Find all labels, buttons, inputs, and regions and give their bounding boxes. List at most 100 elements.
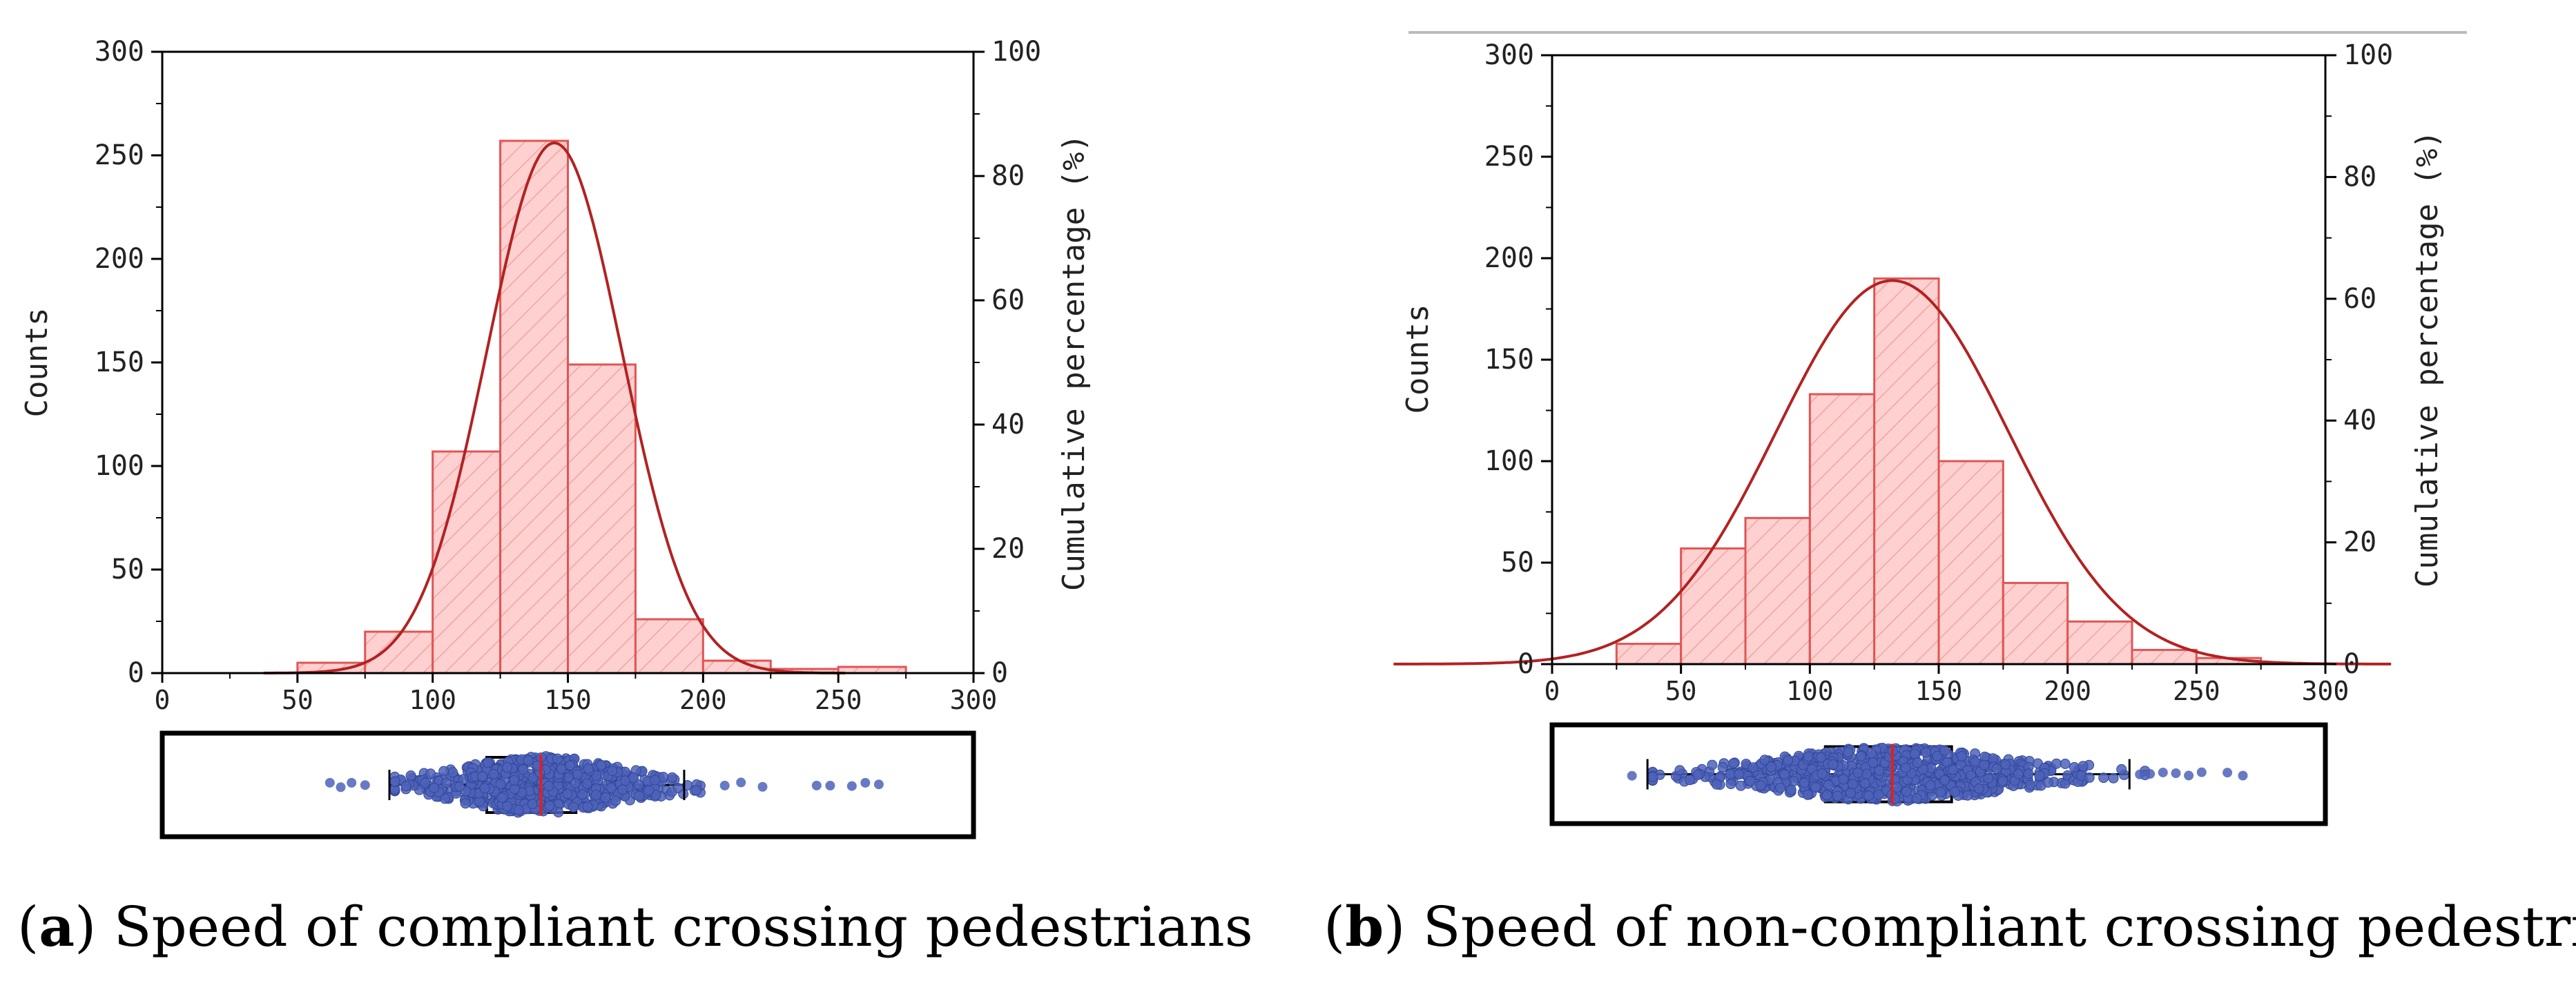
boxplot-data-point — [1974, 784, 1984, 794]
boxplot-data-point — [1910, 749, 1919, 759]
boxplot-data-point — [1926, 781, 1935, 790]
boxplot-data-point — [1729, 759, 1739, 768]
boxplot-data-point — [1693, 770, 1703, 779]
boxplot-data-point — [2099, 773, 2109, 783]
y-tick-label: 300 — [95, 36, 144, 68]
boxplot-data-point — [2078, 761, 2088, 771]
boxplot-data-point — [1936, 787, 1946, 797]
boxplot-data-point — [629, 773, 639, 783]
boxplot-data-point — [583, 764, 593, 774]
y-tick-label: 250 — [1484, 141, 1534, 173]
boxplot-data-point — [1998, 776, 2008, 786]
boxplot-data-point — [673, 784, 683, 793]
boxplot-data-point — [429, 783, 439, 793]
y-tick-label: 250 — [95, 139, 144, 171]
boxplot-data-point — [1811, 783, 1821, 793]
y-tick-label: 100 — [95, 450, 144, 482]
caption-b-letter: b — [1345, 894, 1384, 959]
histogram-bar — [2132, 650, 2196, 664]
y2-tick-label: 40 — [991, 409, 1025, 440]
y2-tick-label: 100 — [2343, 39, 2393, 71]
boxplot-outlier-point — [2222, 768, 2232, 777]
boxplot-data-point — [1745, 776, 1755, 786]
y-tick-label: 100 — [1484, 445, 1534, 477]
boxplot-data-point — [692, 786, 701, 795]
boxplot-data-point — [1823, 780, 1833, 790]
x-tick-label: 0 — [155, 685, 171, 715]
boxplot-data-point — [1725, 770, 1735, 779]
boxplot-data-point — [2109, 773, 2118, 783]
y2-axis-title: Cumulative percentage (%) — [2410, 130, 2445, 587]
boxplot-data-point — [1828, 760, 1838, 770]
x-tick-label: 150 — [1915, 676, 1963, 706]
x-tick-label: 50 — [282, 685, 313, 715]
boxplot-data-point — [1846, 788, 1856, 798]
boxplot-data-point — [608, 766, 617, 776]
boxplot-outlier-point — [2135, 770, 2144, 779]
histogram-bar — [1681, 548, 1745, 664]
boxplot-data-point — [406, 771, 416, 781]
boxplot-data-point — [503, 763, 512, 773]
boxplot-data-point — [1843, 748, 1853, 757]
boxplot-outlier-point — [2145, 769, 2155, 779]
histogram-bar — [1745, 518, 1810, 664]
boxplot-data-point — [439, 766, 449, 776]
boxplot-outlier-point — [825, 781, 835, 790]
caption-b: (b) Speed of non-compliant crossing pede… — [1324, 894, 2576, 959]
boxplot-data-point — [668, 773, 677, 782]
histogram-bar — [365, 632, 433, 673]
boxplot-data-point — [1726, 779, 1736, 789]
boxplot-data-point — [611, 796, 621, 806]
y-tick-label: 50 — [111, 554, 144, 585]
boxplot-data-point — [544, 781, 554, 791]
boxplot-data-point — [514, 805, 523, 815]
boxplot-data-point — [1864, 791, 1874, 801]
boxplot-data-point — [1822, 790, 1832, 800]
histogram-bar — [1616, 644, 1681, 664]
histogram-bar — [2068, 621, 2132, 664]
boxplot-data-point — [2084, 773, 2094, 782]
x-tick-label: 100 — [1786, 676, 1834, 706]
boxplot-data-point — [1860, 779, 1870, 788]
boxplot-data-point — [2014, 769, 2024, 779]
boxplot-data-point — [1853, 768, 1863, 777]
boxplot-data-point — [1921, 748, 1931, 757]
boxplot-data-point — [1957, 752, 1967, 761]
boxplot-outlier-point — [2184, 770, 2194, 780]
boxplot-data-point — [497, 793, 507, 802]
caption-a: (a) Speed of compliant crossing pedestri… — [17, 894, 1253, 959]
x-tick-label: 250 — [2173, 676, 2220, 706]
boxplot-data-point — [582, 779, 592, 788]
y2-tick-label: 60 — [2343, 283, 2376, 315]
boxplot-data-point — [1912, 758, 1922, 768]
y2-tick-label: 20 — [2343, 527, 2376, 559]
boxplot-data-point — [1776, 783, 1785, 793]
histogram-bar — [2003, 583, 2067, 664]
boxplot-data-point — [563, 789, 572, 799]
boxplot-data-point — [2060, 759, 2070, 769]
boxplot-data-point — [2117, 764, 2127, 774]
boxplot-data-point — [573, 770, 583, 779]
boxplot-data-point — [606, 783, 616, 793]
boxplot-data-point — [390, 777, 400, 786]
boxplot-outlier-point — [758, 782, 768, 792]
boxplot-data-point — [2069, 762, 2079, 772]
x-tick-label: 250 — [815, 685, 862, 715]
y-tick-label: 0 — [1518, 648, 1534, 680]
y-tick-label: 150 — [95, 347, 144, 378]
boxplot-data-point — [1857, 751, 1866, 761]
boxplot-data-point — [1992, 764, 2002, 774]
boxplot-data-point — [2043, 778, 2053, 788]
boxplot-data-point — [496, 779, 505, 789]
boxplot-outlier-point — [736, 777, 746, 787]
boxplot-data-point — [1874, 790, 1883, 799]
boxplot-data-point — [1799, 778, 1809, 788]
boxplot-data-point — [455, 781, 465, 791]
boxplot-data-point — [1963, 790, 1973, 800]
figure-canvas: 0501001502002503000204060801000 50 100 150 2… — [0, 0, 2576, 981]
histogram-bar — [1875, 278, 1939, 664]
boxplot-data-point — [489, 769, 498, 779]
boxplot-data-point — [1648, 772, 1658, 781]
